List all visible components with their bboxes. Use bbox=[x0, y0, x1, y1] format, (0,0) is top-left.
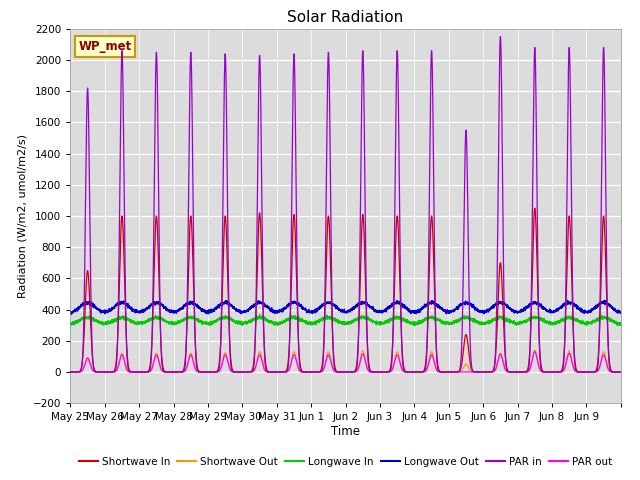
Text: WP_met: WP_met bbox=[79, 40, 132, 53]
Legend: Shortwave In, Shortwave Out, Longwave In, Longwave Out, PAR in, PAR out: Shortwave In, Shortwave Out, Longwave In… bbox=[75, 453, 616, 471]
Y-axis label: Radiation (W/m2, umol/m2/s): Radiation (W/m2, umol/m2/s) bbox=[17, 134, 28, 298]
X-axis label: Time: Time bbox=[331, 425, 360, 438]
Title: Solar Radiation: Solar Radiation bbox=[287, 10, 404, 25]
